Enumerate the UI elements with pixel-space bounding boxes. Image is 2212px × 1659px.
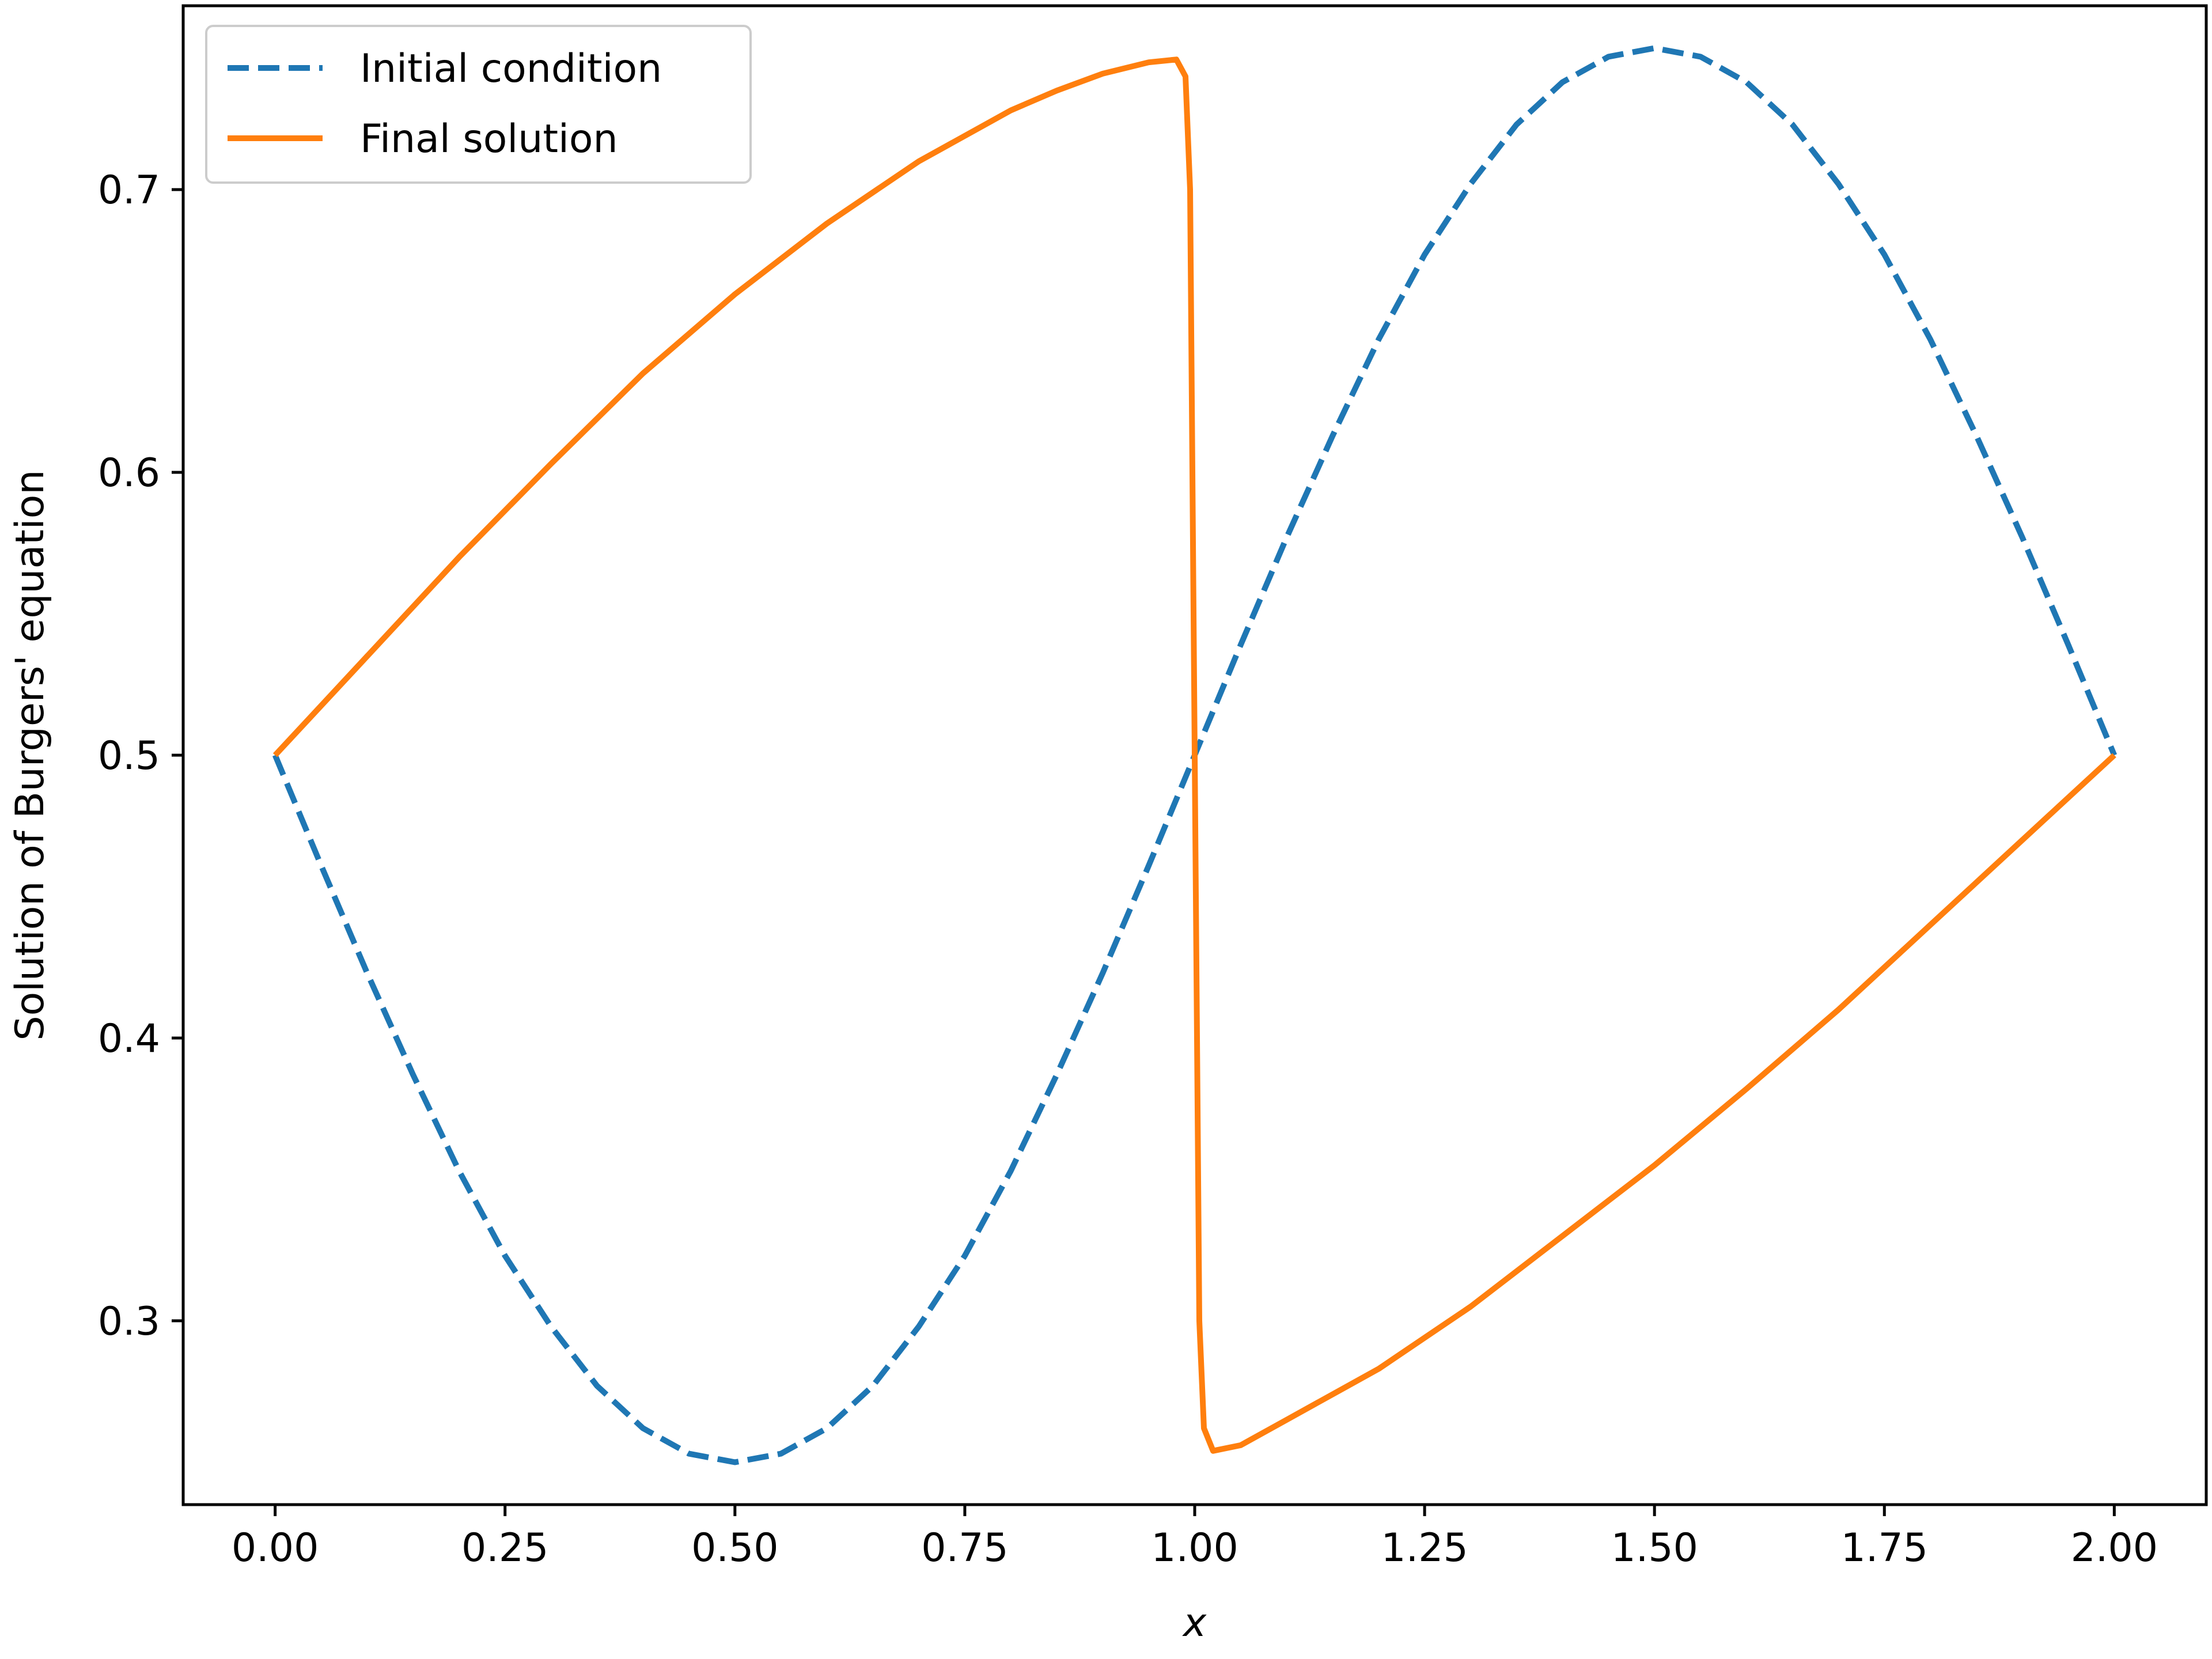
x-tick-label: 0.00: [232, 1525, 319, 1571]
x-axis-ticks: 0.00 0.25 0.50 0.75 1.00 1.25 1.50 1.75 2.00: [232, 1505, 2158, 1571]
y-tick-label: 0.6: [98, 450, 160, 496]
legend: Initial condition Final solution: [205, 25, 752, 184]
y-tick-label: 0.4: [98, 1016, 160, 1062]
x-tick-label: 0.75: [921, 1525, 1008, 1571]
y-tick-label: 0.3: [98, 1299, 160, 1344]
y-tick-label: 0.7: [98, 168, 160, 213]
series-layer: [272, 45, 2118, 1465]
legend-label-initial-condition: Initial condition: [360, 46, 662, 92]
y-axis-label: Solution of Burgers' equation: [7, 469, 53, 1040]
x-tick-label: 0.50: [691, 1525, 778, 1571]
y-tick-label: 0.5: [98, 733, 160, 779]
y-axis-ticks: 0.3 0.4 0.5 0.6 0.7: [98, 168, 183, 1344]
x-tick-label: 1.75: [1841, 1525, 1928, 1571]
x-tick-label: 1.50: [1611, 1525, 1698, 1571]
x-tick-label: 2.00: [2071, 1525, 2158, 1571]
series-line-final-solution: [272, 56, 2116, 1454]
x-tick-label: 1.00: [1151, 1525, 1238, 1571]
x-tick-label: 1.25: [1381, 1525, 1468, 1571]
legend-box: [205, 25, 752, 184]
x-axis-label: x: [1182, 1600, 1207, 1646]
legend-label-final-solution: Final solution: [360, 116, 618, 162]
x-tick-label: 0.25: [461, 1525, 548, 1571]
